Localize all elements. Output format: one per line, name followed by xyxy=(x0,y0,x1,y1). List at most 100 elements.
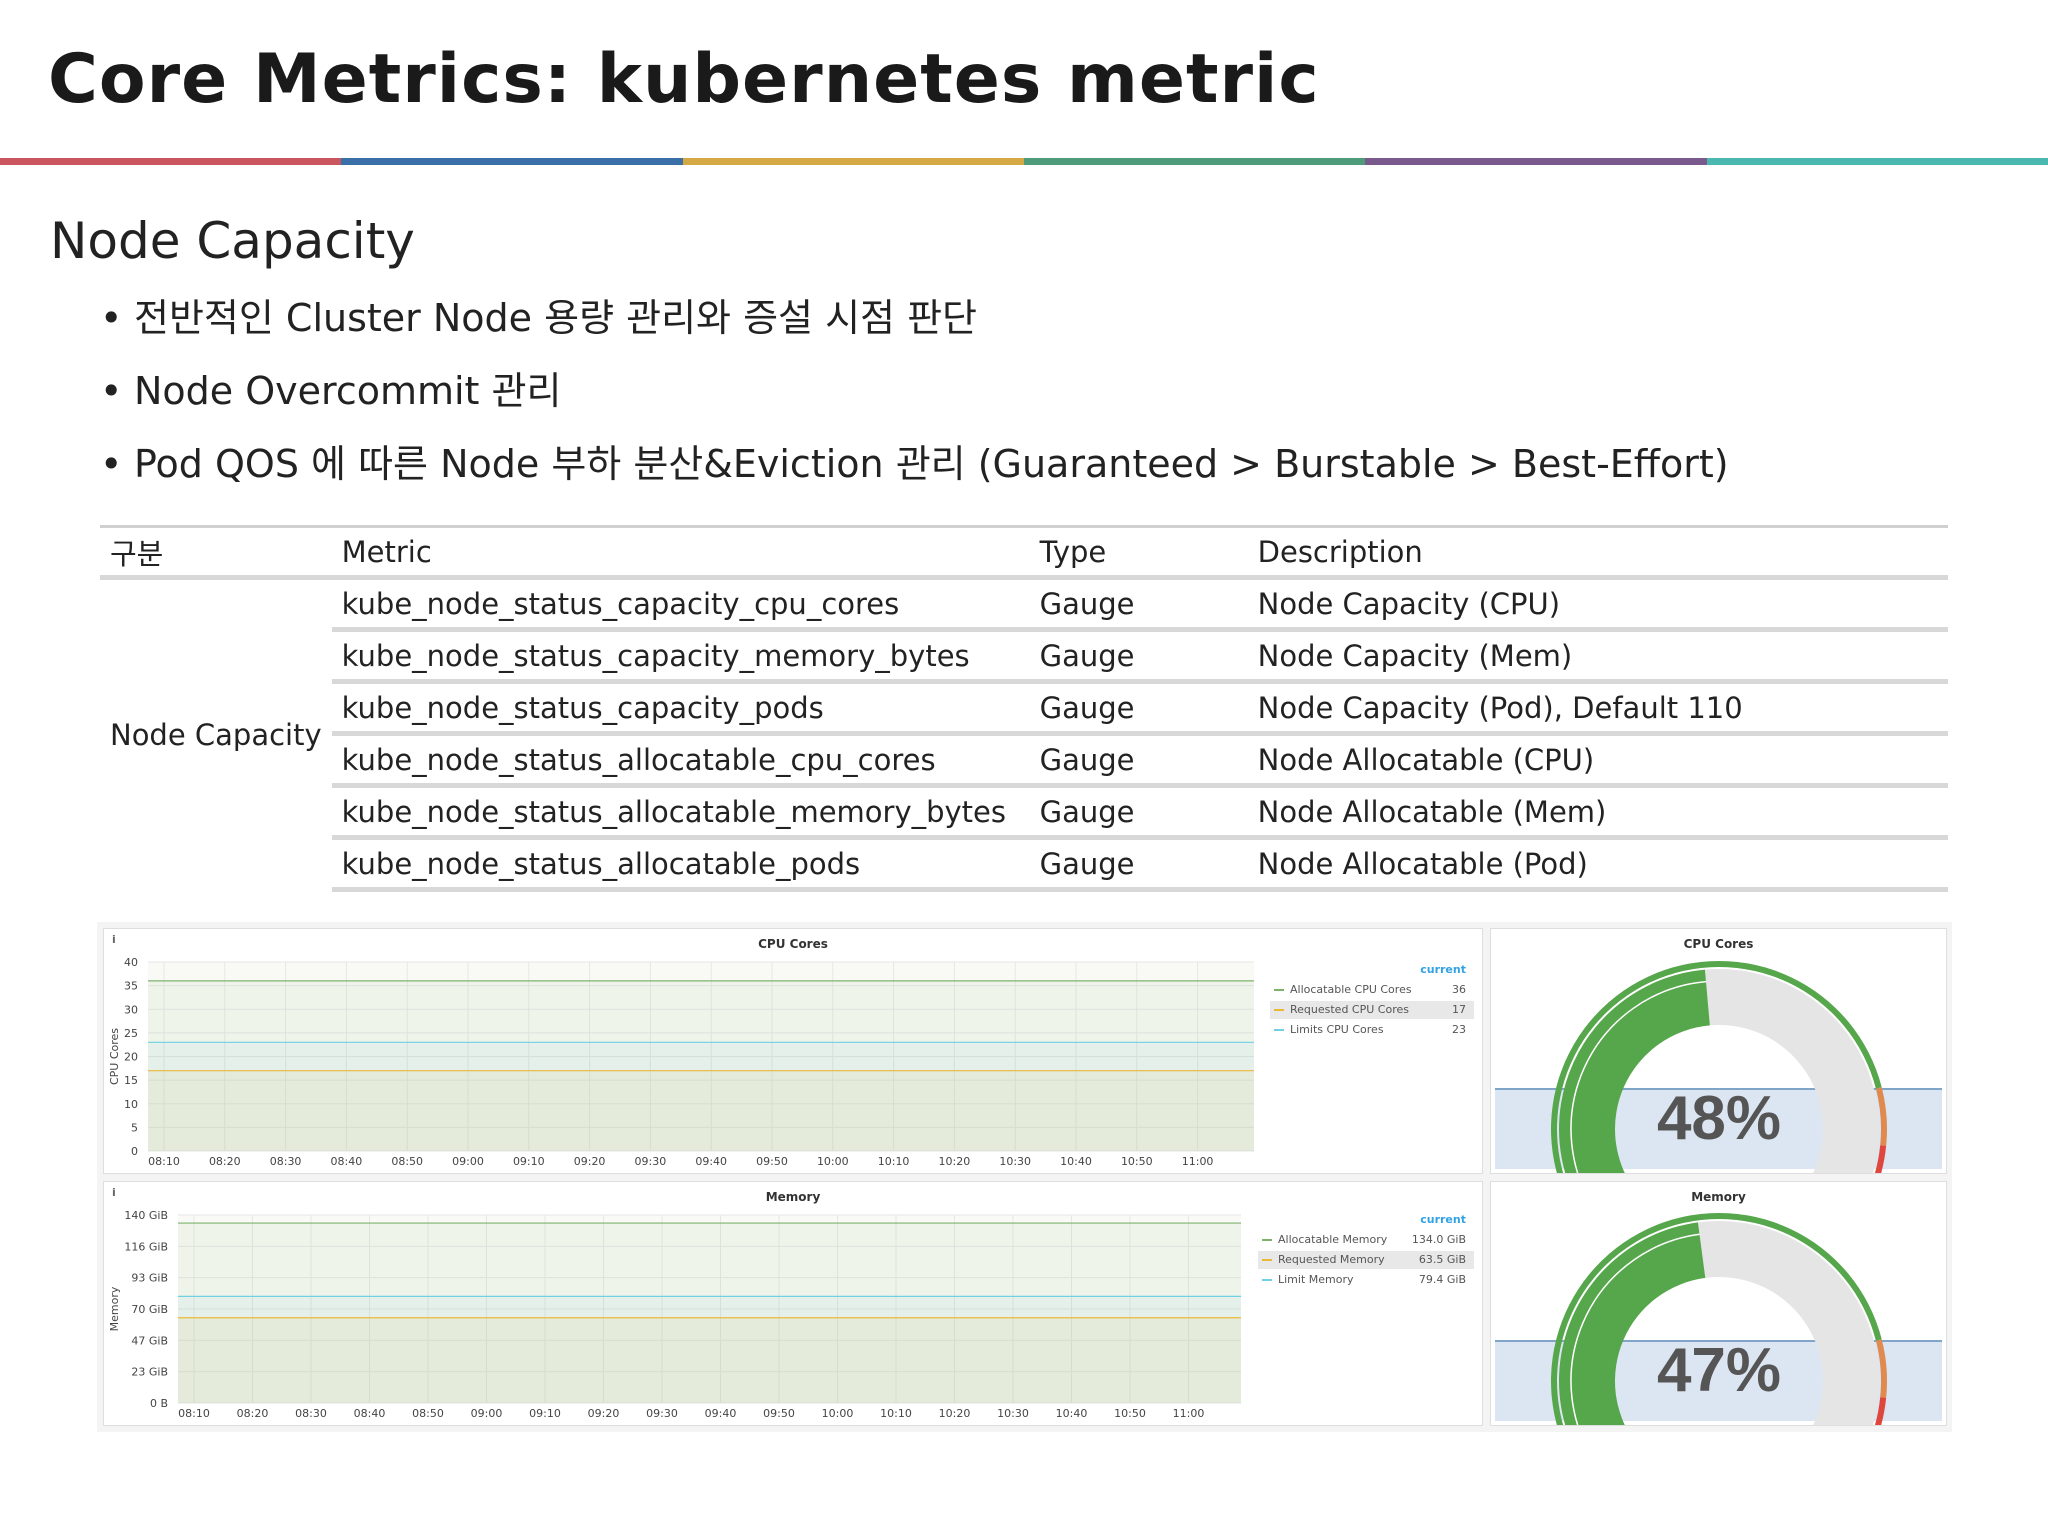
legend-value: 23 xyxy=(1452,1023,1466,1036)
x-tick-label: 08:40 xyxy=(331,1155,363,1168)
y-tick-label: 30 xyxy=(124,1003,138,1016)
y-tick-label: 93 GiB xyxy=(131,1272,168,1285)
series-area xyxy=(178,1317,1241,1403)
dashboard-screenshot: i CPU Cores 08:10 08:20 08:30 08:40 08:50 09:… xyxy=(97,922,1952,1432)
type-cell: Gauge xyxy=(1029,681,1248,736)
y-tick-label: 25 xyxy=(124,1027,138,1040)
y-tick-label: 20 xyxy=(124,1051,138,1064)
memory-chart: 08:10 08:20 08:30 08:40 08:50 09:00 09:10 09:20… xyxy=(108,1209,1474,1420)
color-segment xyxy=(682,158,1024,165)
type-cell: Gauge xyxy=(1029,629,1248,684)
x-tick-label: 09:40 xyxy=(705,1407,737,1420)
y-tick-label: 140 GiB xyxy=(124,1209,168,1222)
y-tick-label: 0 xyxy=(131,1145,138,1158)
table-header-row: 구분 Metric Type Description xyxy=(100,526,1948,578)
y-tick-label: 116 GiB xyxy=(124,1240,168,1253)
legend-value: 134.0 GiB xyxy=(1412,1233,1466,1246)
x-tick-label: 09:30 xyxy=(635,1155,667,1168)
cpu-cores-chart: 08:10 08:20 08:30 08:40 08:50 09:00 09:10 09:20… xyxy=(108,956,1474,1168)
info-icon[interactable]: i xyxy=(112,1186,116,1199)
header-description: Description xyxy=(1257,534,1423,569)
legend-label: Limits CPU Cores xyxy=(1290,1023,1384,1036)
gauge-value-arc xyxy=(1559,1222,1706,1425)
type-cell: Gauge xyxy=(1029,577,1248,632)
slide-title: Core Metrics: kubernetes metric xyxy=(48,40,1320,119)
color-segment xyxy=(1706,158,2048,165)
series-area xyxy=(148,980,1254,1151)
series-area xyxy=(148,1070,1254,1151)
legend-value: 79.4 GiB xyxy=(1419,1273,1466,1286)
legend-label: Allocatable CPU Cores xyxy=(1290,983,1412,996)
x-tick-label: 09:00 xyxy=(452,1155,484,1168)
x-tick-label: 09:10 xyxy=(513,1155,545,1168)
y-tick-label: 15 xyxy=(124,1074,138,1087)
cpu-graph-panel[interactable]: i CPU Cores 08:10 08:20 08:30 08:40 08:50 09:… xyxy=(103,928,1483,1174)
x-tick-label: 09:50 xyxy=(756,1155,788,1168)
metric-cell: kube_node_status_capacity_memory_bytes xyxy=(331,629,1030,684)
x-tick-label: 10:40 xyxy=(1060,1155,1092,1168)
x-tick-label: 08:20 xyxy=(209,1155,241,1168)
y-tick-label: 5 xyxy=(131,1121,138,1134)
memory-graph-panel[interactable]: i Memory 08:10 08:20 08:30 08:40 08:50 09:00 0… xyxy=(103,1181,1483,1426)
x-tick-label: 09:10 xyxy=(529,1407,561,1420)
description-cell: Node Allocatable (CPU) xyxy=(1247,733,1948,788)
x-tick-label: 10:30 xyxy=(999,1155,1031,1168)
gauge-percent-label: 48% xyxy=(1657,1084,1781,1153)
legend-label: Requested CPU Cores xyxy=(1290,1003,1409,1016)
x-tick-label: 11:00 xyxy=(1182,1155,1214,1168)
gauge-track xyxy=(1697,1221,1879,1425)
memory-gauge-panel[interactable]: Memory 47% xyxy=(1490,1181,1947,1426)
x-tick-label: 09:50 xyxy=(763,1407,795,1420)
x-tick-label: 09:00 xyxy=(471,1407,503,1420)
legend-value: 17 xyxy=(1452,1003,1466,1016)
table-row: Node Capacity kube_node_status_capacity_… xyxy=(100,577,1948,752)
bullet-item: • 전반적인 Cluster Node 용량 관리와 증설 시점 판단 xyxy=(100,296,978,340)
table-row: kube_node_status_capacity_memory_bytes G… xyxy=(100,629,1948,684)
gauge-threshold-red xyxy=(1874,1145,1887,1173)
x-tick-label: 10:40 xyxy=(1056,1407,1088,1420)
info-icon[interactable]: i xyxy=(112,933,116,946)
type-cell: Gauge xyxy=(1029,733,1248,788)
legend-highlight xyxy=(1270,1001,1474,1019)
series-area xyxy=(178,1223,1241,1403)
gauge-percent-label: 47% xyxy=(1657,1336,1781,1405)
x-tick-label: 08:20 xyxy=(237,1407,269,1420)
bullet-item: • Pod QOS 에 따른 Node 부하 분산&Eviction 관리 (Gu… xyxy=(100,442,1729,486)
color-segment xyxy=(0,158,342,165)
header-category: 구분 xyxy=(110,536,164,571)
series-area xyxy=(178,1296,1241,1403)
color-divider xyxy=(0,158,2048,165)
x-tick-label: 08:50 xyxy=(412,1407,444,1420)
metric-cell: kube_node_status_capacity_pods xyxy=(331,681,1030,736)
y-axis-label: CPU Cores xyxy=(108,1028,121,1085)
x-tick-label: 10:00 xyxy=(822,1407,854,1420)
legend-label: Requested Memory xyxy=(1278,1253,1385,1266)
group-cell: Node Capacity xyxy=(110,717,322,752)
description-cell: Node Capacity (Pod), Default 110 xyxy=(1247,681,1948,736)
x-tick-label: 10:10 xyxy=(878,1155,910,1168)
y-tick-label: 10 xyxy=(124,1098,138,1111)
description-cell: Node Capacity (Mem) xyxy=(1247,629,1948,684)
x-tick-label: 11:00 xyxy=(1173,1407,1205,1420)
y-tick-label: 0 B xyxy=(150,1397,168,1410)
y-tick-label: 23 GiB xyxy=(131,1366,168,1379)
gauge-track xyxy=(1704,969,1879,1173)
table-row: kube_node_status_capacity_pods Gauge Nod… xyxy=(100,681,1948,736)
x-tick-label: 10:50 xyxy=(1114,1407,1146,1420)
x-tick-label: 10:20 xyxy=(939,1155,971,1168)
y-axis-label: Memory xyxy=(108,1286,121,1331)
y-tick-label: 70 GiB xyxy=(131,1303,168,1316)
color-segment xyxy=(341,158,683,165)
description-cell: Node Capacity (CPU) xyxy=(1247,577,1948,632)
x-tick-label: 08:10 xyxy=(148,1155,180,1168)
x-tick-label: 09:20 xyxy=(574,1155,606,1168)
metrics-table: 구분 Metric Type Description Node Capacity… xyxy=(100,525,1948,892)
legend-label: Allocatable Memory xyxy=(1278,1233,1388,1246)
gauge-threshold-red xyxy=(1874,1397,1887,1425)
x-tick-label: 09:30 xyxy=(646,1407,678,1420)
cpu-gauge-panel[interactable]: CPU Cores 48% xyxy=(1490,928,1947,1174)
y-tick-label: 47 GiB xyxy=(131,1334,168,1347)
bullet-list: • 전반적인 Cluster Node 용량 관리와 증설 시점 판단 • Node… xyxy=(100,288,1729,507)
x-tick-label: 10:10 xyxy=(880,1407,912,1420)
x-tick-label: 08:30 xyxy=(295,1407,327,1420)
